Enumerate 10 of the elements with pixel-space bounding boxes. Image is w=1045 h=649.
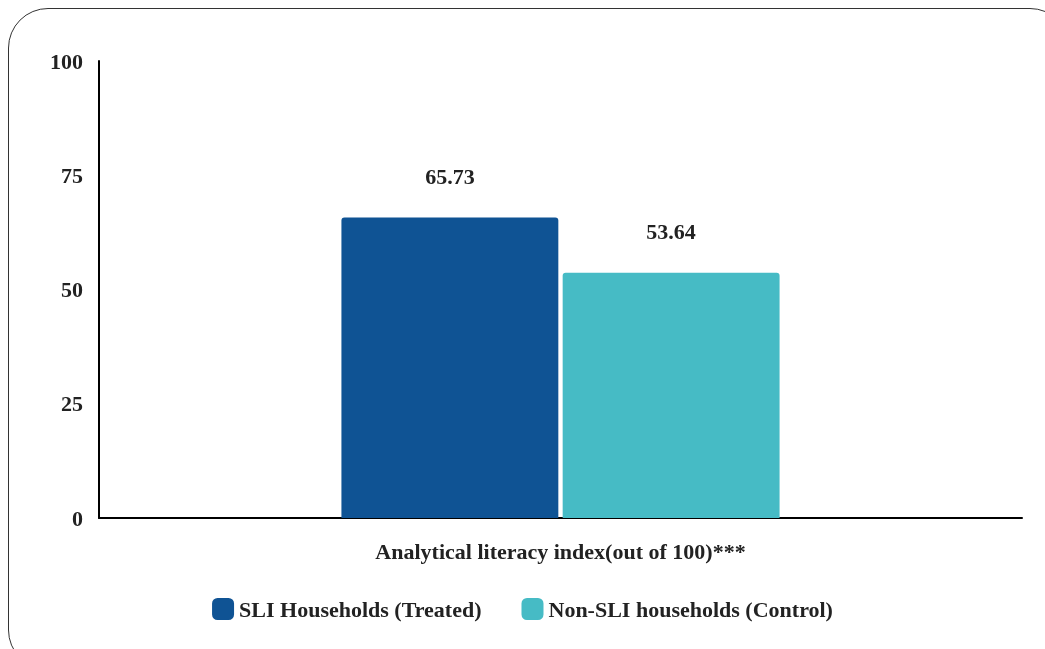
legend-label: Non-SLI households (Control) xyxy=(548,596,833,622)
data-label: 53.64 xyxy=(646,219,696,245)
x-tick-label: Analytical literacy index(out of 100)*** xyxy=(375,538,746,564)
y-tick-label: 50 xyxy=(61,277,83,302)
data-label: 65.73 xyxy=(425,164,475,190)
y-tick-label: 100 xyxy=(50,48,83,74)
y-tick-label: 0 xyxy=(72,505,83,531)
y-tick-label: 75 xyxy=(61,162,83,188)
legend-label: SLI Households (Treated) xyxy=(239,596,482,622)
y-tick-label: 25 xyxy=(61,391,83,417)
